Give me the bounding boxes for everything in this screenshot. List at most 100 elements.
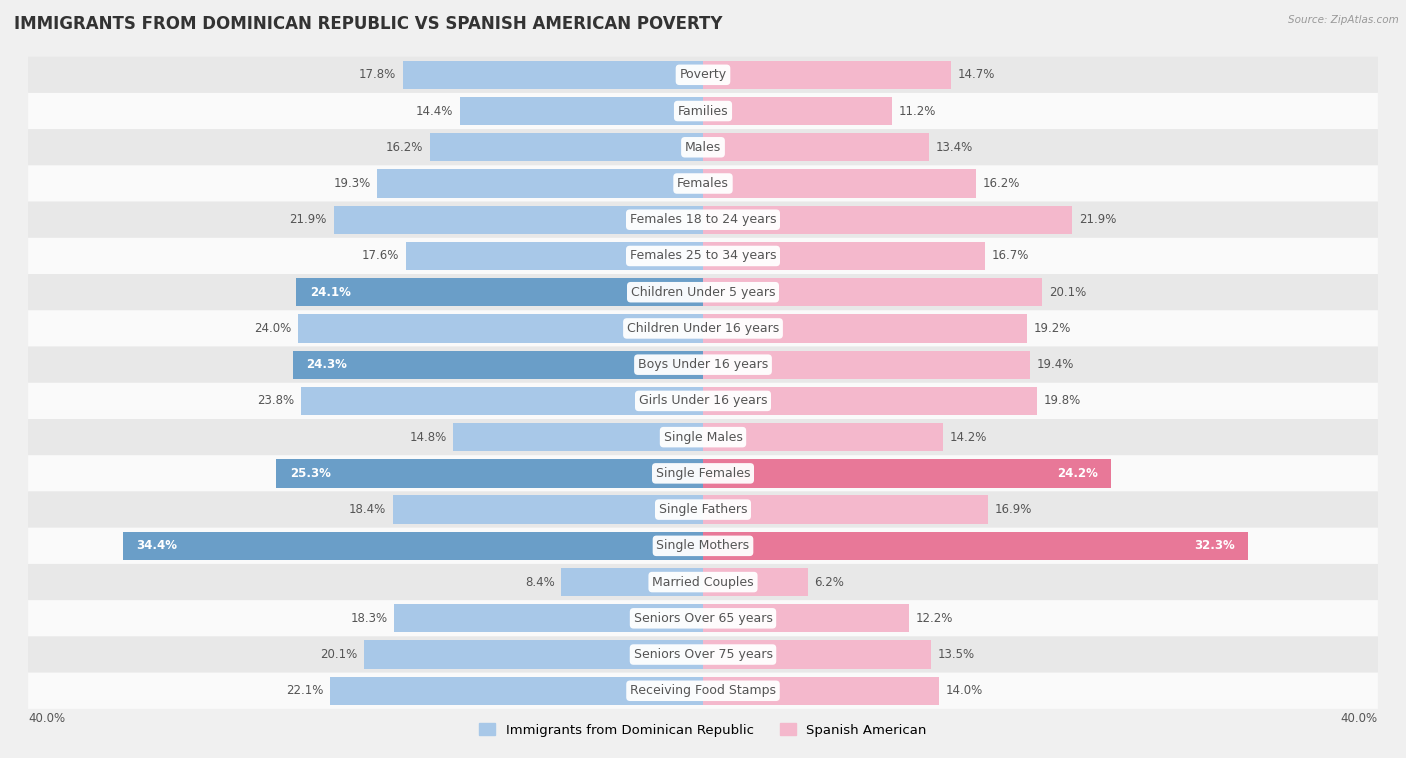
Text: 17.8%: 17.8%: [359, 68, 396, 81]
Bar: [297, 278, 703, 306]
Text: 21.9%: 21.9%: [1080, 213, 1116, 226]
Text: 24.2%: 24.2%: [1057, 467, 1098, 480]
Text: 20.1%: 20.1%: [321, 648, 357, 661]
FancyBboxPatch shape: [28, 528, 1378, 564]
Bar: [703, 133, 929, 161]
Bar: [703, 423, 942, 451]
FancyBboxPatch shape: [28, 346, 1378, 383]
FancyBboxPatch shape: [28, 274, 1378, 310]
Bar: [292, 350, 703, 379]
Text: 13.5%: 13.5%: [938, 648, 974, 661]
Text: Females: Females: [678, 177, 728, 190]
Bar: [703, 169, 976, 198]
Text: 16.2%: 16.2%: [983, 177, 1021, 190]
Text: Single Fathers: Single Fathers: [659, 503, 747, 516]
Bar: [703, 350, 1031, 379]
Bar: [330, 677, 703, 705]
Legend: Immigrants from Dominican Republic, Spanish American: Immigrants from Dominican Republic, Span…: [474, 719, 932, 742]
Bar: [703, 97, 891, 125]
Text: 14.4%: 14.4%: [416, 105, 453, 117]
Bar: [703, 278, 1042, 306]
Text: 32.3%: 32.3%: [1194, 540, 1234, 553]
Bar: [298, 315, 703, 343]
FancyBboxPatch shape: [28, 491, 1378, 528]
Text: 17.6%: 17.6%: [361, 249, 399, 262]
Text: Single Mothers: Single Mothers: [657, 540, 749, 553]
Text: 14.7%: 14.7%: [957, 68, 995, 81]
Text: Receiving Food Stamps: Receiving Food Stamps: [630, 684, 776, 697]
Text: 34.4%: 34.4%: [136, 540, 177, 553]
Bar: [561, 568, 703, 597]
Bar: [703, 677, 939, 705]
Text: Seniors Over 75 years: Seniors Over 75 years: [634, 648, 772, 661]
Bar: [703, 641, 931, 669]
Text: 19.2%: 19.2%: [1033, 322, 1071, 335]
Bar: [333, 205, 703, 234]
Text: Families: Families: [678, 105, 728, 117]
Text: 18.4%: 18.4%: [349, 503, 385, 516]
FancyBboxPatch shape: [28, 238, 1378, 274]
Bar: [377, 169, 703, 198]
FancyBboxPatch shape: [28, 383, 1378, 419]
FancyBboxPatch shape: [28, 564, 1378, 600]
Bar: [703, 459, 1111, 487]
Text: Boys Under 16 years: Boys Under 16 years: [638, 359, 768, 371]
Bar: [430, 133, 703, 161]
Text: Single Females: Single Females: [655, 467, 751, 480]
Text: Poverty: Poverty: [679, 68, 727, 81]
Bar: [703, 604, 908, 632]
Text: 13.4%: 13.4%: [936, 141, 973, 154]
FancyBboxPatch shape: [28, 93, 1378, 129]
Text: 25.3%: 25.3%: [290, 467, 330, 480]
Bar: [703, 531, 1249, 560]
Text: 23.8%: 23.8%: [257, 394, 295, 407]
Text: Females 25 to 34 years: Females 25 to 34 years: [630, 249, 776, 262]
Bar: [364, 641, 703, 669]
Bar: [703, 61, 950, 89]
Bar: [453, 423, 703, 451]
Text: 40.0%: 40.0%: [1341, 712, 1378, 725]
Text: Children Under 5 years: Children Under 5 years: [631, 286, 775, 299]
FancyBboxPatch shape: [28, 600, 1378, 637]
Text: 20.1%: 20.1%: [1049, 286, 1085, 299]
Text: 14.0%: 14.0%: [946, 684, 983, 697]
Text: Children Under 16 years: Children Under 16 years: [627, 322, 779, 335]
Bar: [406, 242, 703, 270]
Text: Seniors Over 65 years: Seniors Over 65 years: [634, 612, 772, 625]
Bar: [301, 387, 703, 415]
Bar: [703, 315, 1026, 343]
Text: Girls Under 16 years: Girls Under 16 years: [638, 394, 768, 407]
Text: 12.2%: 12.2%: [915, 612, 953, 625]
FancyBboxPatch shape: [28, 202, 1378, 238]
Bar: [392, 496, 703, 524]
Text: 19.4%: 19.4%: [1038, 359, 1074, 371]
Text: IMMIGRANTS FROM DOMINICAN REPUBLIC VS SPANISH AMERICAN POVERTY: IMMIGRANTS FROM DOMINICAN REPUBLIC VS SP…: [14, 15, 723, 33]
Text: 21.9%: 21.9%: [290, 213, 326, 226]
FancyBboxPatch shape: [28, 57, 1378, 93]
Text: 14.2%: 14.2%: [949, 431, 987, 443]
Text: Married Couples: Married Couples: [652, 575, 754, 588]
Bar: [703, 568, 807, 597]
Text: 24.0%: 24.0%: [254, 322, 291, 335]
Bar: [394, 604, 703, 632]
Text: Females 18 to 24 years: Females 18 to 24 years: [630, 213, 776, 226]
Text: 19.8%: 19.8%: [1043, 394, 1081, 407]
Bar: [276, 459, 703, 487]
Text: Single Males: Single Males: [664, 431, 742, 443]
Text: 22.1%: 22.1%: [285, 684, 323, 697]
FancyBboxPatch shape: [28, 310, 1378, 346]
Text: 14.8%: 14.8%: [409, 431, 447, 443]
Text: 8.4%: 8.4%: [524, 575, 554, 588]
Text: 24.3%: 24.3%: [307, 359, 347, 371]
FancyBboxPatch shape: [28, 165, 1378, 202]
Bar: [703, 496, 988, 524]
Text: Males: Males: [685, 141, 721, 154]
FancyBboxPatch shape: [28, 129, 1378, 165]
Text: Source: ZipAtlas.com: Source: ZipAtlas.com: [1288, 15, 1399, 25]
FancyBboxPatch shape: [28, 672, 1378, 709]
Bar: [122, 531, 703, 560]
Text: 18.3%: 18.3%: [350, 612, 388, 625]
Bar: [460, 97, 703, 125]
FancyBboxPatch shape: [28, 637, 1378, 672]
Bar: [402, 61, 703, 89]
